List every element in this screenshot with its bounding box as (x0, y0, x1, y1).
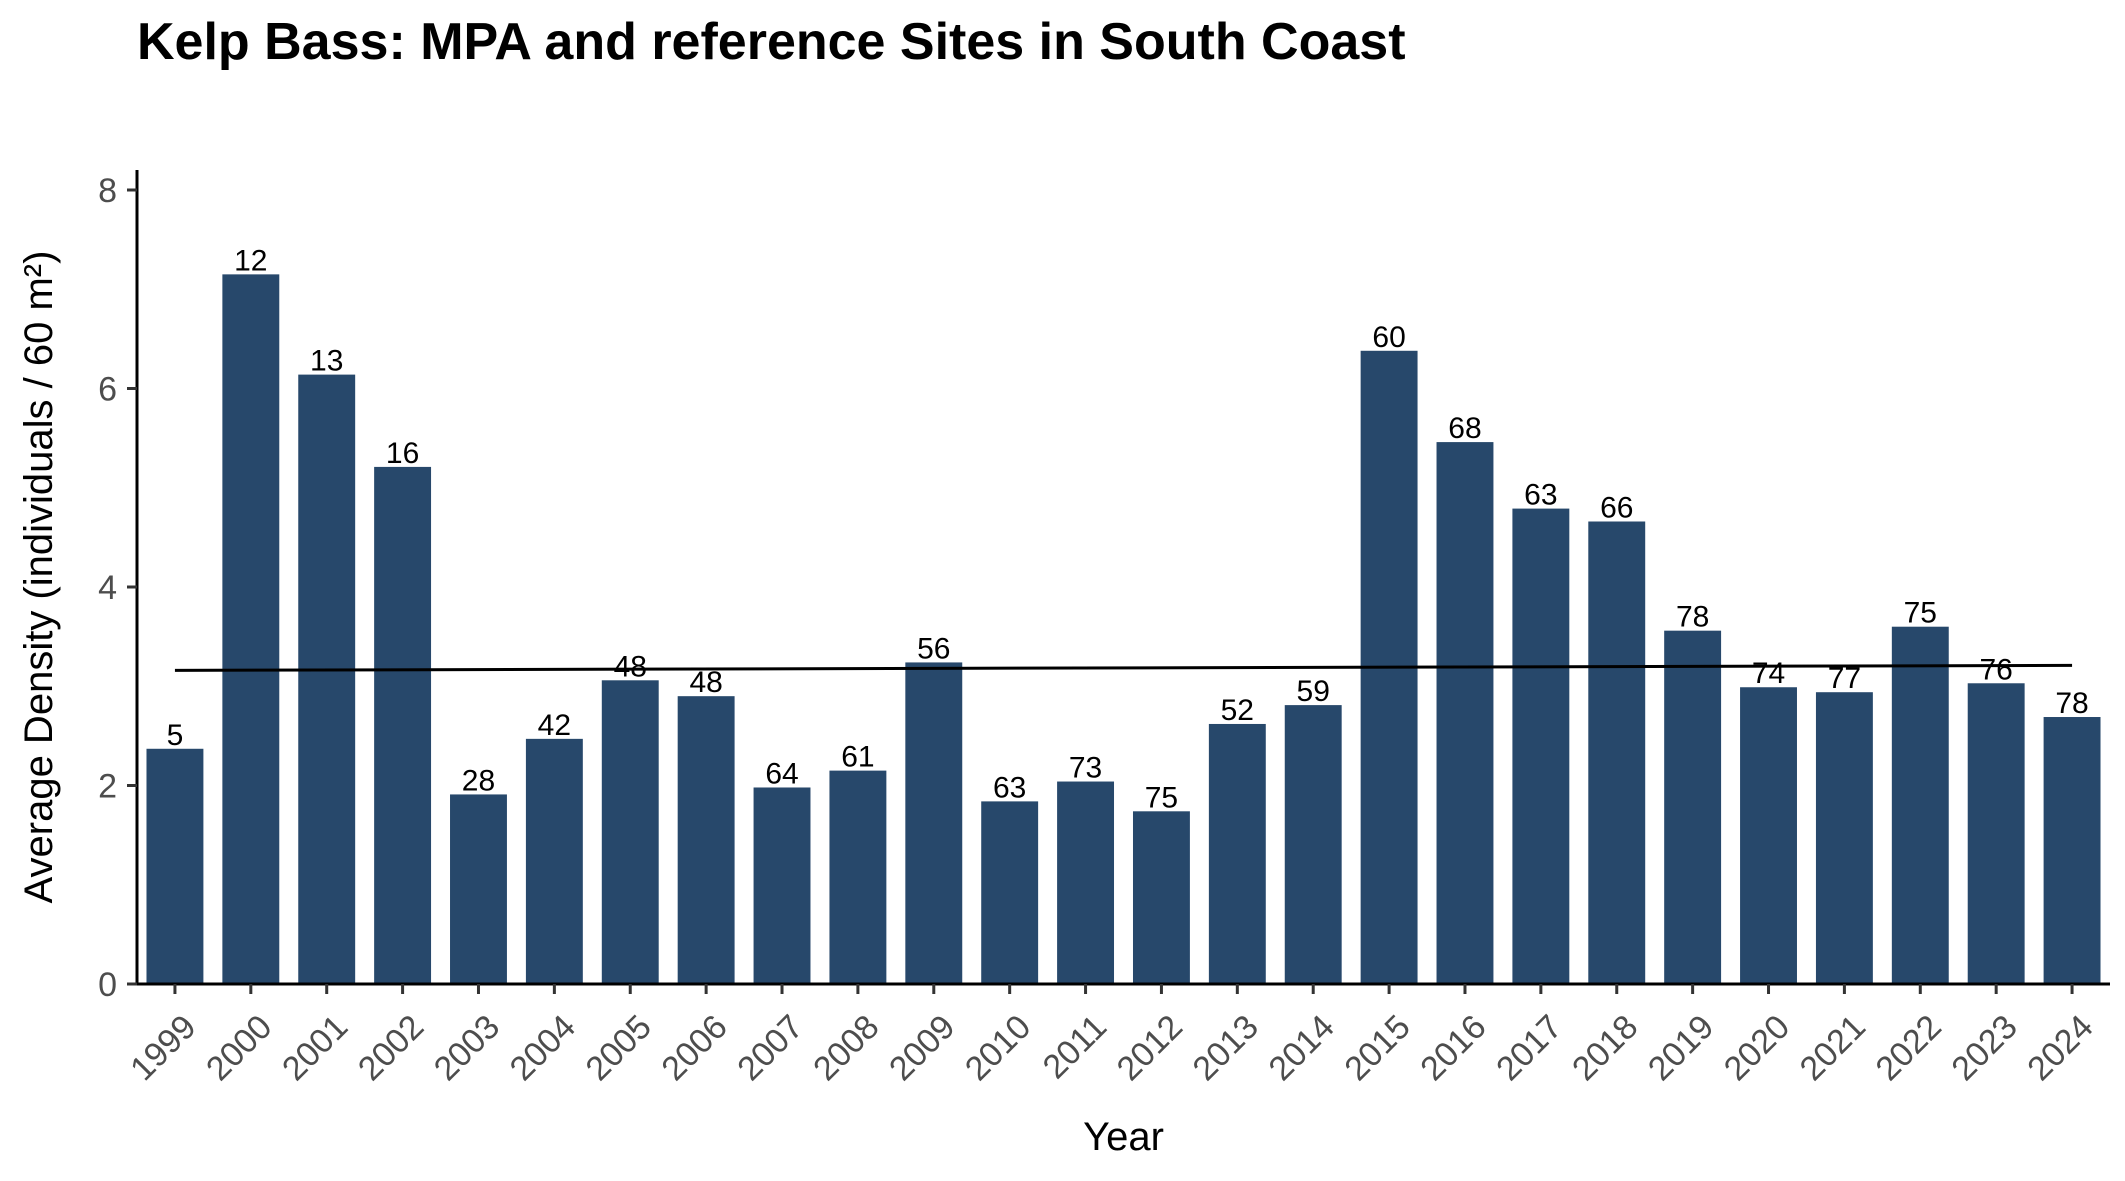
bar-2001 (298, 374, 356, 985)
bar-2012 (1132, 811, 1190, 984)
x-tick-label-1999: 1999 (123, 1008, 203, 1088)
bar-label-2002: 16 (386, 437, 419, 470)
bar-2011 (1057, 781, 1115, 984)
x-tick-label-2007: 2007 (730, 1008, 810, 1088)
bar-1999 (146, 748, 204, 984)
bar-2003 (450, 794, 507, 984)
bar-label-2004: 42 (538, 709, 571, 742)
y-axis-title: Average Density (individuals / 60 m²) (17, 251, 61, 904)
bar-2020 (1740, 687, 1797, 984)
bar-label-2017: 63 (1524, 479, 1557, 512)
bar-label-2015: 60 (1372, 321, 1405, 354)
bar-label-2003: 28 (462, 764, 495, 797)
x-tick-label-2002: 2002 (351, 1008, 431, 1088)
bar-2014 (1284, 705, 1342, 984)
bar-label-2010: 63 (993, 771, 1026, 804)
bar-2018 (1588, 521, 1646, 984)
bar-2023 (1967, 683, 2025, 984)
y-tick-label-4: 4 (98, 569, 117, 607)
x-tick-label-2010: 2010 (958, 1008, 1038, 1088)
bar-label-2011: 73 (1069, 752, 1102, 785)
bars-group (146, 274, 2101, 985)
bar-2005 (601, 680, 659, 984)
bar-label-2016: 68 (1448, 412, 1481, 445)
bar-label-2014: 59 (1297, 675, 1330, 708)
x-tick-label-2015: 2015 (1337, 1008, 1417, 1088)
bar-2013 (1208, 723, 1266, 984)
x-tick-label-2000: 2000 (199, 1008, 279, 1088)
y-tick-label-2: 2 (98, 768, 117, 806)
y-tick-label-8: 8 (98, 172, 117, 210)
bar-2010 (981, 801, 1039, 984)
x-tick-label-2021: 2021 (1793, 1008, 1873, 1088)
bar-2022 (1891, 626, 1949, 984)
x-tick-label-2008: 2008 (806, 1008, 886, 1088)
bar-label-2005: 48 (614, 650, 647, 683)
bar-2000 (222, 274, 280, 984)
x-axis-ticks: 1999200020012002200320042005200620072008… (123, 984, 2101, 1088)
bar-label-2020: 74 (1752, 657, 1785, 690)
bar-label-1999: 5 (167, 719, 184, 752)
x-tick-label-2014: 2014 (1261, 1008, 1341, 1088)
x-tick-label-2005: 2005 (579, 1008, 659, 1088)
bar-2008 (829, 770, 887, 984)
bar-label-2022: 75 (1904, 597, 1937, 630)
x-tick-label-2006: 2006 (654, 1008, 734, 1088)
bar-2006 (677, 696, 735, 984)
bar-label-2018: 66 (1600, 491, 1633, 524)
bar-label-2001: 13 (310, 345, 343, 378)
bar-label-2007: 64 (765, 757, 798, 790)
x-tick-label-2022: 2022 (1869, 1008, 1949, 1088)
x-tick-label-2016: 2016 (1413, 1008, 1493, 1088)
bar-2024 (2043, 717, 2101, 984)
bar-2019 (1664, 630, 1722, 984)
bar-2007 (753, 787, 811, 984)
x-tick-label-2024: 2024 (2020, 1008, 2100, 1088)
bar-label-2021: 77 (1828, 662, 1861, 695)
x-tick-label-2020: 2020 (1717, 1008, 1797, 1088)
x-tick-label-2004: 2004 (503, 1008, 583, 1088)
bar-label-2023: 76 (1979, 653, 2012, 686)
bar-label-2006: 48 (689, 666, 722, 699)
bar-label-2009: 56 (917, 632, 950, 665)
x-tick-label-2013: 2013 (1186, 1008, 1266, 1088)
trend-line (174, 663, 2073, 672)
x-tick-label-2009: 2009 (882, 1008, 962, 1088)
bar-label-2013: 52 (1221, 694, 1254, 727)
bar-label-2024: 78 (2055, 687, 2088, 720)
bar-2017 (1512, 508, 1570, 984)
y-tick-label-0: 0 (98, 966, 117, 1004)
x-axis-title: Year (1083, 1115, 1164, 1159)
bar-label-2000: 12 (234, 244, 267, 277)
x-tick-label-2023: 2023 (1944, 1008, 2024, 1088)
bar-2004 (525, 738, 583, 984)
bar-label-2012: 75 (1145, 781, 1178, 814)
chart-title: Kelp Bass: MPA and reference Sites in So… (137, 13, 1406, 71)
bar-label-2019: 78 (1676, 601, 1709, 634)
bar-labels-group: 5 12 13 16 28 42 48 48 64 61 56 63 73 75 52 59 60 68 63 66 7… (167, 244, 2089, 814)
y-axis-ticks: 0 2 4 6 8 (98, 172, 137, 1004)
bar-2021 (1815, 692, 1873, 984)
x-tick-label-2012: 2012 (1110, 1008, 1190, 1088)
bar-label-2008: 61 (841, 741, 874, 774)
x-tick-label-2018: 2018 (1565, 1008, 1645, 1088)
x-tick-label-2019: 2019 (1641, 1008, 1721, 1088)
x-tick-label-2003: 2003 (427, 1008, 507, 1088)
bar-2002 (374, 466, 432, 985)
x-tick-label-2011: 2011 (1036, 1008, 1115, 1087)
x-tick-label-2017: 2017 (1489, 1008, 1569, 1088)
bar-2016 (1436, 442, 1494, 985)
bar-2009 (905, 662, 963, 984)
y-tick-label-6: 6 (98, 371, 117, 409)
x-tick-label-2001: 2001 (275, 1008, 355, 1088)
